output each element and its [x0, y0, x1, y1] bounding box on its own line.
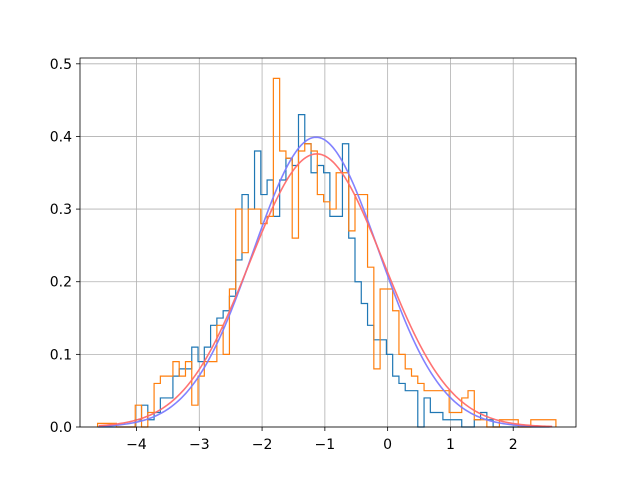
x-tick-label: −3: [189, 437, 210, 453]
x-tick-label: −1: [315, 437, 336, 453]
x-tick-label: 1: [446, 437, 455, 453]
y-axis-ticks: 0.0 0.1 0.2 0.3 0.4 0.5: [50, 57, 80, 436]
plot-frame: [79, 57, 577, 428]
histogram-series-1: [97, 114, 550, 428]
x-tick-label: −2: [252, 437, 273, 453]
y-tick-label: 0.4: [50, 129, 72, 145]
histogram-series-2: [96, 77, 557, 428]
y-tick-label: 0.5: [50, 57, 72, 73]
axes-frame: [79, 57, 577, 428]
x-axis-ticks: −4 −3 −2 −1 0 1 2: [126, 427, 518, 453]
x-tick-label: 0: [383, 437, 392, 453]
histogram-series: [96, 77, 557, 428]
fit-curve-1: [98, 136, 553, 428]
fit-curve-2: [98, 153, 553, 428]
y-tick-label: 0.1: [50, 347, 72, 363]
y-tick-label: 0.0: [50, 420, 72, 436]
y-tick-label: 0.3: [50, 202, 72, 218]
fit-curves: [98, 136, 553, 428]
x-tick-label: 2: [509, 437, 518, 453]
grid-lines: [80, 58, 576, 428]
y-tick-label: 0.2: [50, 275, 72, 291]
x-tick-label: −4: [126, 437, 147, 453]
